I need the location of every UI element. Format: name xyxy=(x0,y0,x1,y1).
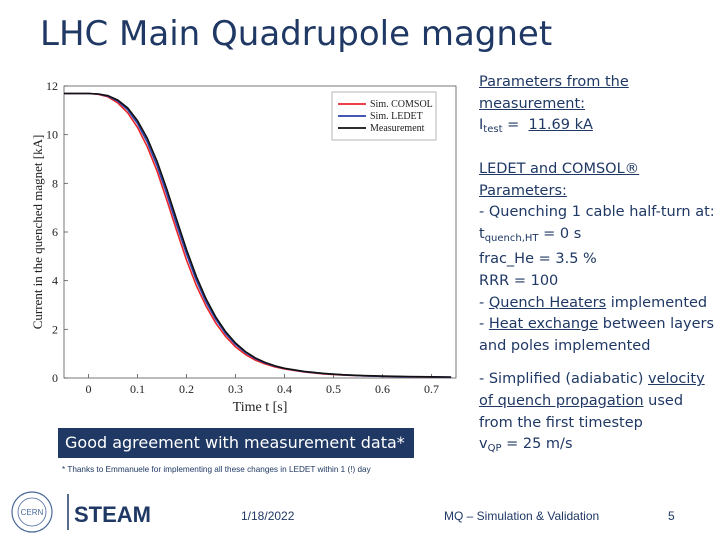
y-axis-label: Current in the quenched magnet [kA] xyxy=(30,135,45,330)
itest-symbol: I xyxy=(479,117,484,134)
x-axis-label: Time t [s] xyxy=(233,400,288,415)
page-number: 5 xyxy=(668,509,675,523)
vqp-rest: = 25 m/s xyxy=(501,436,573,453)
chart-series xyxy=(64,92,452,379)
itest-value: 11.69 kA xyxy=(528,117,593,134)
x-tick-label: 0.4 xyxy=(277,382,292,396)
x-tick-label: 0.3 xyxy=(228,382,243,396)
itest-equals: = xyxy=(502,117,529,134)
steam-logo: STEAM xyxy=(67,494,151,530)
agreement-callout: Good agreement with measurement data* xyxy=(58,428,414,458)
vqp-subscript: QP xyxy=(487,443,502,455)
heat-exchange-link: Heat exchange xyxy=(488,316,599,333)
x-tick-label: 0.1 xyxy=(130,382,145,396)
slide-title: LHC Main Quadrupole magnet xyxy=(40,14,553,54)
he-prefix: - xyxy=(479,316,489,333)
rrr-line: RRR = 100 xyxy=(479,272,559,289)
legend-label-measurement: Measurement xyxy=(370,123,425,134)
quench-heaters-line: - Quench Heaters implemented xyxy=(479,293,715,315)
x-tick-label: 0.2 xyxy=(179,382,194,396)
x-tick-label: 0.7 xyxy=(424,382,439,396)
series-line-measurement xyxy=(64,92,452,378)
x-tick-label: 0 xyxy=(86,382,92,396)
cern-logo-text: CERN xyxy=(21,508,44,517)
y-tick-label: 8 xyxy=(52,176,58,190)
quench-current-chart: 0 0.1 0.2 0.3 0.4 0.5 0.6 0.7 0 2 4 6 8 10 12 Time t [… xyxy=(30,79,457,415)
legend-label-comsol: Sim. COMSOL xyxy=(370,99,433,110)
vqp-line: vQP = 25 m/s xyxy=(479,434,715,460)
he-rest: between layers and poles implemented xyxy=(479,316,719,354)
y-tick-label: 12 xyxy=(46,79,58,93)
measurement-parameters: Parameters from the measurement: Itest =… xyxy=(479,72,715,141)
footer-date: 1/18/2022 xyxy=(241,509,295,523)
chart-legend: Sim. COMSOL Sim. LEDET Measurement xyxy=(331,91,437,141)
model-parameters: LEDET and COMSOL® Parameters: - Quenchin… xyxy=(479,159,715,460)
itest-subscript: test xyxy=(483,124,503,136)
quench-heaters-link: Quench Heaters xyxy=(488,294,607,311)
qh-prefix: - xyxy=(479,294,489,311)
tquench-subscript: quench,HT xyxy=(484,232,539,244)
itest-line: Itest = 11.69 kA xyxy=(479,115,715,141)
y-tick-label: 4 xyxy=(52,274,58,288)
tquench-rest: = 0 s xyxy=(538,225,582,242)
tquench-line: tquench,HT = 0 s xyxy=(479,224,715,250)
legend-label-ledet: Sim. LEDET xyxy=(370,111,423,122)
cern-logo: CERN xyxy=(11,491,53,533)
adiabatic-line: - Simplified (adiabatic) velocity of que… xyxy=(479,369,715,434)
footnote: * Thanks to Emmanuele for implementing a… xyxy=(62,465,371,474)
x-tick-label: 0.5 xyxy=(326,382,341,396)
model-heading: LEDET and COMSOL® Parameters: xyxy=(479,161,640,199)
quench-halfturn-line: - Quenching 1 cable half-turn at: xyxy=(479,204,715,221)
measurement-heading: Parameters from the measurement: xyxy=(479,74,629,112)
steam-logo-text: STEAM xyxy=(74,502,151,527)
frac-he-line: frac_He = 3.5 % xyxy=(479,251,597,268)
heat-exchange-line: - Heat exchange between layers and poles… xyxy=(479,314,715,357)
x-tick-label: 0.6 xyxy=(375,382,390,396)
qh-rest: implemented xyxy=(606,294,708,311)
y-tick-label: 2 xyxy=(52,322,58,336)
footer-title: MQ – Simulation & Validation xyxy=(444,509,600,523)
chart-ticks: 0 0.1 0.2 0.3 0.4 0.5 0.6 0.7 0 2 4 6 8 10 12 xyxy=(46,79,439,396)
y-tick-label: 10 xyxy=(46,128,58,142)
y-tick-label: 0 xyxy=(52,371,58,385)
y-tick-label: 6 xyxy=(52,225,58,239)
velocity-quench-link: velocity of quench propagation xyxy=(479,371,705,409)
ad-rest: used from the first timestep xyxy=(479,392,688,431)
vqp-symbol: v xyxy=(479,436,488,453)
tquench-symbol: t xyxy=(479,225,485,242)
ad-prefix: - Simplified (adiabatic) xyxy=(479,371,649,388)
